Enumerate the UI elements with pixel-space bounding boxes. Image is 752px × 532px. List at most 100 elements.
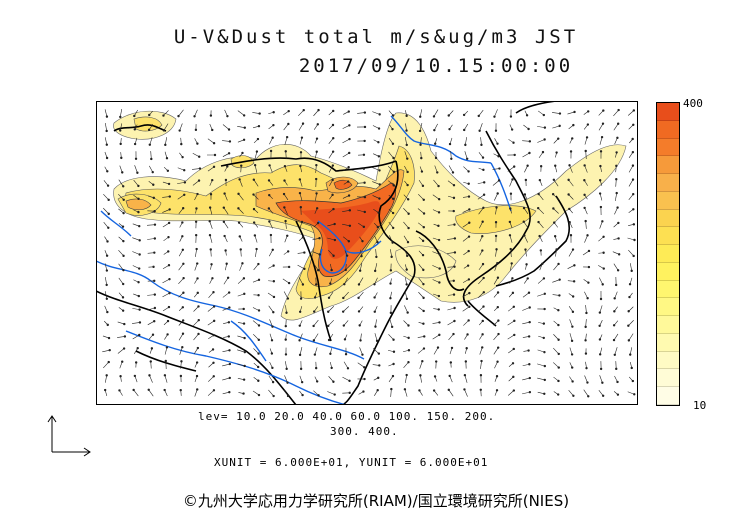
wind-arrow-head <box>177 114 180 118</box>
wind-arrow <box>448 333 454 341</box>
wind-arrow <box>613 109 619 117</box>
wind-arrow <box>252 333 260 341</box>
wind-arrow <box>269 221 273 229</box>
wind-arrow-head <box>147 128 151 132</box>
wind-arrow <box>404 151 408 159</box>
wind-arrow-head <box>137 210 140 214</box>
wind-arrow-head <box>375 255 378 259</box>
wind-arrow-head <box>389 311 393 315</box>
wind-arrow-head <box>256 365 260 369</box>
wind-arrow-head <box>225 262 228 265</box>
wind-arrow-head <box>615 178 618 181</box>
wind-arrow-head <box>196 346 200 350</box>
wind-arrow-head <box>391 114 395 117</box>
wind-arrow <box>465 137 467 145</box>
wind-arrow-head <box>228 362 232 366</box>
wind-arrow <box>195 249 197 257</box>
wind-arrow-head <box>348 224 352 228</box>
wind-arrow-head <box>616 136 619 140</box>
wind-arrow-head <box>136 346 139 350</box>
wind-arrow-head <box>513 333 516 337</box>
wind-arrow-head <box>226 276 230 279</box>
wind-arrow-head <box>242 322 246 325</box>
wind-arrow-head <box>137 281 140 284</box>
wind-arrow <box>585 305 587 313</box>
wind-arrow-head <box>331 193 334 197</box>
wind-arrow-head <box>465 347 468 350</box>
wind-arrow-head <box>224 178 228 182</box>
wind-arrow-head <box>493 115 496 118</box>
legend-max-label: 400 <box>683 97 703 110</box>
wind-arrow <box>268 389 274 397</box>
wind-arrow-head <box>378 364 381 367</box>
wind-arrow-head <box>363 181 366 184</box>
wind-arrow-head <box>448 127 451 131</box>
wind-arrow-head <box>513 153 516 157</box>
wind-arrow <box>299 347 303 355</box>
wind-arrow-head <box>512 347 515 351</box>
wind-arrow-head <box>209 248 212 251</box>
wind-arrow <box>447 252 455 254</box>
wind-arrow-head <box>543 364 547 368</box>
wind-arrow <box>298 109 304 117</box>
wind-arrow-head <box>453 223 456 226</box>
wind-arrow-head <box>195 374 199 378</box>
wind-arrow-head <box>481 319 484 323</box>
wind-arrow-head <box>558 278 561 281</box>
wind-arrow <box>510 249 512 257</box>
wind-arrow-head <box>363 195 367 199</box>
wind-arrow-head <box>405 129 408 132</box>
wind-arrow <box>403 221 409 229</box>
wind-arrow <box>178 249 184 257</box>
wind-arrow-head <box>509 192 513 195</box>
wind-arrow <box>432 251 440 255</box>
wind-arrow-head <box>196 192 199 196</box>
wind-arrow <box>432 265 440 269</box>
wind-arrow <box>585 319 587 327</box>
wind-arrow <box>493 277 499 285</box>
wind-arrow-head <box>105 283 108 287</box>
wind-arrow-head <box>162 114 165 117</box>
wind-arrow-head <box>362 153 366 157</box>
wind-arrow-head <box>267 207 271 210</box>
wind-arrow <box>388 151 394 159</box>
wind-arrow-head <box>300 380 304 384</box>
wind-arrow-head <box>138 321 142 324</box>
wind-arrow-head <box>630 366 633 370</box>
wind-arrow-head <box>168 195 171 198</box>
wind-arrow <box>357 112 365 114</box>
wind-arrow-head <box>212 319 216 323</box>
wind-arrow-head <box>422 268 425 272</box>
wind-arrow-head <box>208 233 212 237</box>
wind-arrow <box>208 376 214 382</box>
wind-arrow-head <box>178 129 181 132</box>
wind-arrow-head <box>212 165 216 169</box>
wind-arrow-head <box>330 268 333 272</box>
wind-arrow-head <box>286 234 289 237</box>
wind-arrow-head <box>347 110 350 113</box>
wind-arrow-head <box>480 359 483 363</box>
wind-arrow-head <box>527 349 530 352</box>
wind-arrow <box>462 292 470 298</box>
wind-arrow <box>328 319 334 327</box>
wind-arrow-head <box>105 129 108 133</box>
wind-arrow-head <box>422 309 425 313</box>
wind-arrow-head <box>167 182 171 186</box>
wind-arrow-head <box>195 247 198 251</box>
wind-arrow-head <box>212 333 215 337</box>
wind-arrow <box>268 375 274 383</box>
wind-arrow <box>255 249 257 257</box>
wind-arrow-head <box>479 388 482 392</box>
wind-arrow-head <box>528 363 531 366</box>
wind-arrow <box>599 375 603 383</box>
wind-arrow-head <box>512 375 515 379</box>
wind-arrow <box>462 236 470 242</box>
wind-arrow-head <box>298 353 302 357</box>
wind-arrow-head <box>166 319 170 323</box>
wind-arrow-head <box>421 239 425 243</box>
wind-arrow-head <box>197 179 201 182</box>
wind-arrow <box>222 124 230 130</box>
wind-arrow-head <box>557 366 560 369</box>
wind-arrow-head <box>182 276 185 280</box>
wind-arrow-head <box>570 353 574 356</box>
